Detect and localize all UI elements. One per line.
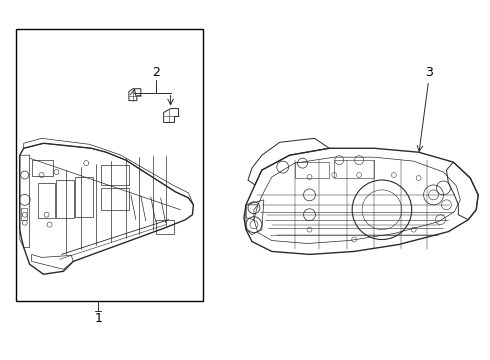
Bar — [101, 188, 129, 210]
Bar — [294, 162, 329, 178]
Bar — [75, 177, 93, 217]
Bar — [56, 180, 74, 218]
Bar — [32, 160, 53, 176]
Bar — [156, 220, 173, 234]
Bar — [16, 29, 203, 301]
Bar — [38, 183, 55, 218]
Bar — [101, 165, 129, 185]
Text: 2: 2 — [152, 66, 160, 79]
Text: 1: 1 — [94, 312, 102, 325]
Text: 3: 3 — [425, 66, 433, 79]
Bar — [21, 208, 26, 220]
Bar — [334, 160, 374, 178]
